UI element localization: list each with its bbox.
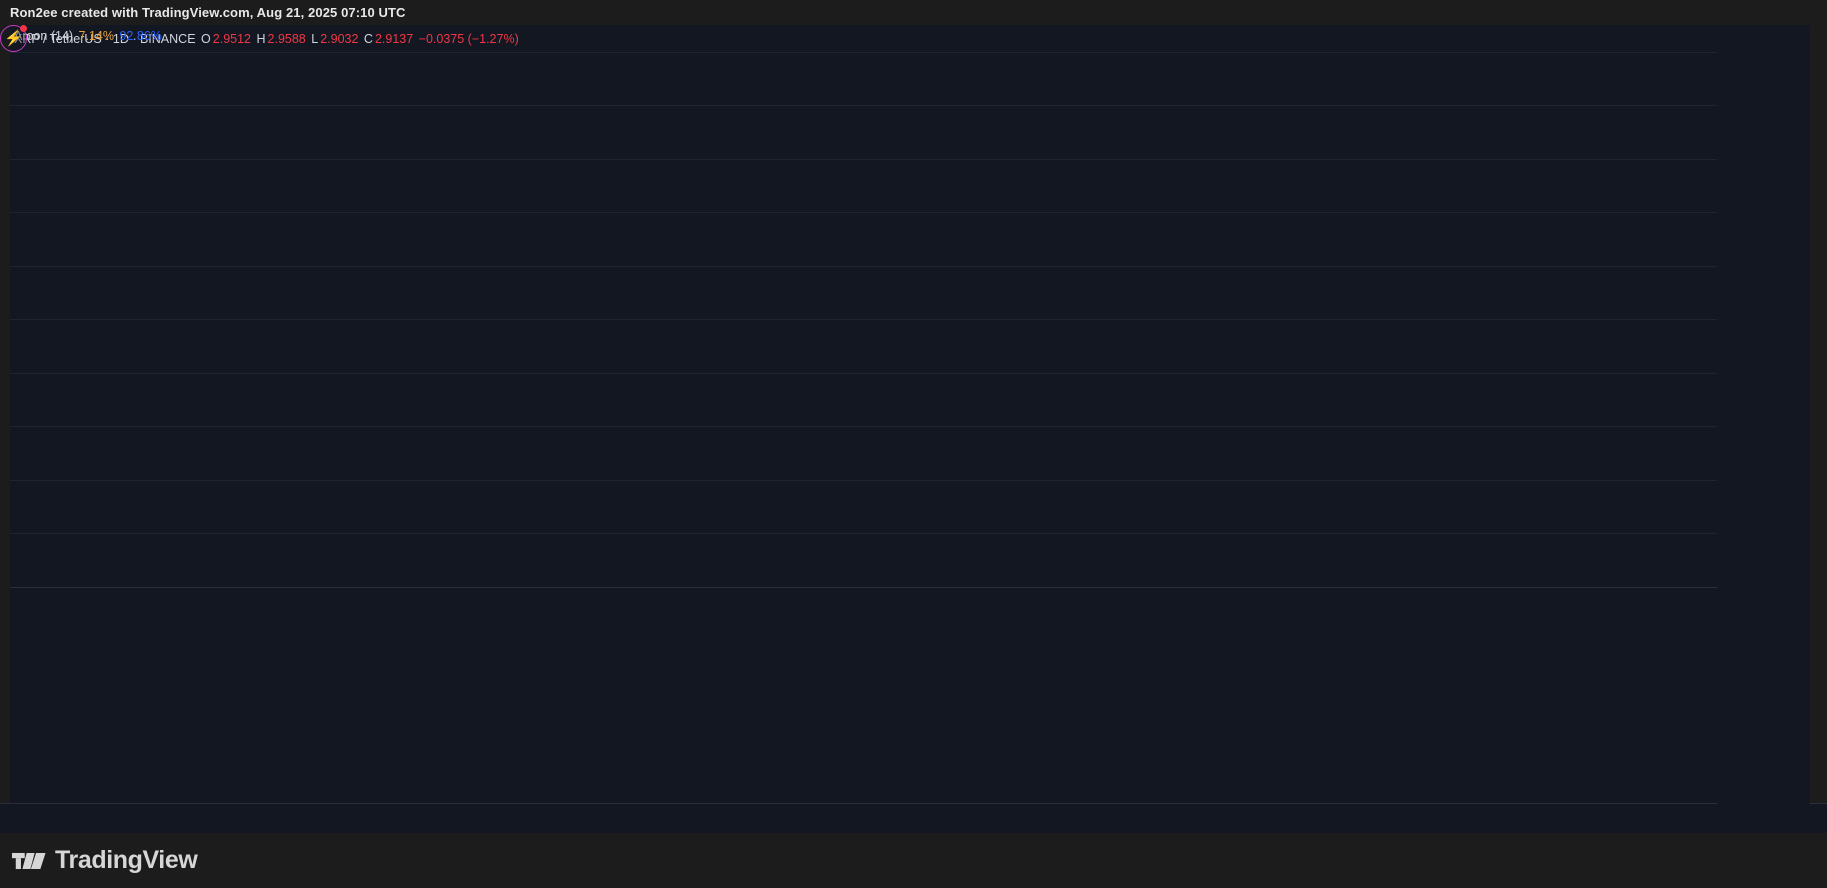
tradingview-logo-icon[interactable]: TradingView xyxy=(12,846,198,875)
footer-bar: TradingView xyxy=(0,833,1827,888)
lightning-bolt-icon[interactable]: ⚡ xyxy=(0,25,27,52)
price-grid xyxy=(10,25,1810,587)
brand-wordmark: TradingView xyxy=(55,846,198,874)
bolt-glyph: ⚡ xyxy=(4,30,23,47)
price-pane[interactable] xyxy=(10,25,1810,587)
left-gutter xyxy=(0,25,10,833)
aroon-series xyxy=(10,588,1810,803)
scale-right-edge xyxy=(1810,25,1827,833)
attribution-text: Ron2ee created with TradingView.com, Aug… xyxy=(10,5,406,20)
candlestick-series xyxy=(10,25,1810,587)
pane-divider[interactable] xyxy=(10,587,1810,588)
alert-dot-icon xyxy=(20,25,27,32)
attribution-bar: Ron2ee created with TradingView.com, Aug… xyxy=(0,0,1827,25)
price-scale[interactable] xyxy=(1717,25,1810,833)
aroon-pane[interactable] xyxy=(10,588,1810,803)
time-axis[interactable] xyxy=(0,803,1827,833)
logo-mark-icon xyxy=(12,852,46,869)
